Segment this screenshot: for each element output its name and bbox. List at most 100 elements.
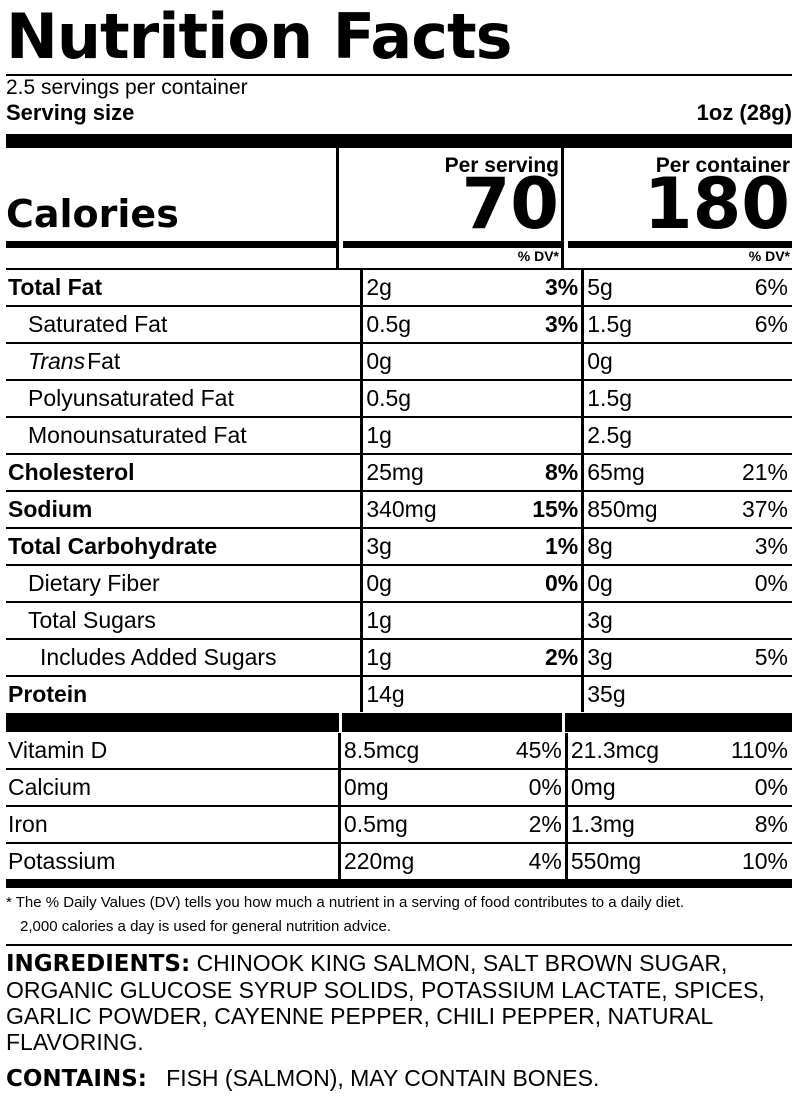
nutrient-name: Polyunsaturated Fat [6, 380, 362, 418]
serving-amount: 0.5g [360, 306, 521, 344]
serving-dv: 2% [503, 806, 567, 844]
serving-amount: 2g [360, 270, 521, 307]
nutrient-row: Total Sugars 1g 3g [6, 602, 792, 640]
container-amount: 3g [581, 639, 742, 677]
nutrient-name: Calcium [6, 769, 340, 807]
nutrient-name-text: Protein [8, 681, 88, 707]
nutrient-name-text: Iron [8, 811, 48, 837]
nutrient-name: Protein [6, 676, 362, 712]
container-dv: 8% [730, 806, 792, 844]
nutrient-name: Sodium [6, 491, 362, 529]
nutrient-name-text: Calcium [8, 774, 92, 800]
nutrient-name-text: Polyunsaturated Fat [28, 385, 234, 411]
serving-amount: 0g [360, 565, 521, 603]
serving-amount: 0.5g [360, 380, 521, 418]
serving-amount: 220mg [337, 843, 504, 879]
container-dv: 37% [741, 491, 792, 529]
nutrient-name-text: Dietary Fiber [28, 570, 160, 596]
serving-amount: 0.5mg [337, 806, 504, 844]
serving-dv: 4% [528, 848, 562, 874]
container-dv: 10% [741, 848, 788, 874]
nutrient-row: Potassium 220mg 4% 550mg 10% [6, 843, 792, 879]
calories-label: Calories [6, 192, 179, 236]
container-amount: 1.5g [581, 380, 742, 418]
serving-amount: 3g [360, 528, 521, 566]
ingredients-text: CHINOOK KING SALMON, SALT BROWN SUGAR, O… [6, 950, 765, 1055]
nutrient-row: TransFat 0g 0g [6, 343, 792, 381]
serving-dv [521, 676, 583, 712]
nutrient-name: Total Fat [6, 270, 362, 307]
thick-divider [6, 713, 792, 732]
container-amount: 550mg [564, 843, 731, 879]
serving-amount: 25mg [360, 454, 521, 492]
nutrition-label: Nutrition Facts 2.5 servings per contain… [6, 4, 792, 946]
container-dv [741, 417, 792, 455]
container-amount: 850mg [581, 491, 742, 529]
container-amount: 65mg [581, 454, 742, 492]
serving-dv: 0% [520, 565, 583, 603]
serving-dv [520, 417, 583, 455]
nutrient-row: Total Fat 2g 3% 5g 6% [6, 270, 792, 307]
calories-per-serving: 70 [461, 163, 559, 245]
nutrient-name: TransFat [6, 343, 362, 381]
nutrient-name-text: Total Sugars [28, 607, 156, 633]
nutrient-name-text: Total Carbohydrate [8, 533, 218, 559]
footnote-line: * The % Daily Values (DV) tells you how … [6, 894, 685, 911]
container-dv [742, 676, 792, 712]
container-amount: 0mg [564, 769, 731, 807]
ingredients-label: INGREDIENTS: [6, 951, 191, 977]
serving-dv [520, 602, 583, 640]
divider [6, 74, 792, 76]
nutrient-row: Total Carbohydrate 3g 1% 8g 3% [6, 528, 792, 566]
nutrient-name-suffix: Fat [87, 348, 121, 374]
nutrient-row: Includes Added Sugars 1g 2% 3g 5% [6, 639, 792, 677]
container-dv: 5% [741, 639, 792, 677]
container-dv [741, 380, 792, 418]
per-serving-header: Per serving [444, 154, 559, 177]
serving-amount: 340mg [360, 491, 521, 529]
nutrient-row: Monounsaturated Fat 1g 2.5g [6, 417, 792, 455]
container-dv: 21% [741, 454, 792, 492]
nutrient-row: Vitamin D 8.5mcg 45% 21.3mcg 110% [6, 733, 792, 770]
serving-size-row: Serving size 1oz (28g) [6, 100, 792, 126]
container-dv: 0% [730, 769, 792, 807]
contains: CONTAINS: FISH (SALMON), MAY CONTAIN BON… [6, 1065, 794, 1092]
serving-dv [520, 343, 583, 381]
container-amount: 21.3mcg [564, 733, 731, 770]
nutrient-name: Monounsaturated Fat [6, 417, 362, 455]
ingredients: INGREDIENTS: CHINOOK KING SALMON, SALT B… [6, 950, 794, 1055]
nutrient-row: Cholesterol 25mg 8% 65mg 21% [6, 454, 792, 492]
nutrients-table: Total Fat 2g 3% 5g 6% Saturated Fat 0.5g 3% 1.5g… [6, 270, 792, 712]
serving-dv: 1% [520, 528, 583, 566]
serving-size-label: Serving size [6, 100, 135, 125]
serving-dv: 15% [520, 491, 583, 529]
container-amount: 35g [581, 676, 742, 712]
container-amount: 3g [581, 602, 742, 640]
dv-header: % DV* [517, 248, 559, 264]
container-dv: 110% [730, 733, 792, 770]
contains-label: CONTAINS: [6, 1066, 147, 1092]
nutrient-row: Polyunsaturated Fat 0.5g 1.5g [6, 380, 792, 418]
footnote: * The % Daily Values (DV) tells you how … [6, 879, 792, 936]
per-container-header: Per container [655, 154, 790, 177]
container-amount: 5g [581, 270, 742, 307]
container-amount: 2.5g [581, 417, 742, 455]
nutrient-name-text: Cholesterol [8, 459, 135, 485]
nutrient-name: Vitamin D [6, 733, 340, 770]
container-dv: 6% [741, 306, 792, 344]
serving-amount: 14g [360, 676, 521, 712]
nutrient-name-text: Sodium [8, 496, 93, 522]
vitamins-table: Vitamin D 8.5mcg 45% 21.3mcg 110% Calcium 0mg 0… [6, 733, 792, 879]
container-amount: 8g [581, 528, 742, 566]
serving-amount: 0g [360, 343, 521, 381]
label-title: Nutrition Facts [6, 0, 513, 73]
nutrient-row: Protein 14g 35g [6, 676, 792, 712]
serving-dv [520, 380, 583, 418]
container-dv: 0% [741, 565, 792, 603]
nutrient-name-text: Potassium [8, 848, 116, 874]
container-dv [741, 343, 792, 381]
serving-amount: 0mg [337, 769, 504, 807]
nutrient-name: Potassium [6, 843, 339, 879]
calories-per-container: 180 [643, 163, 790, 245]
nutrient-name: Total Sugars [6, 602, 362, 640]
